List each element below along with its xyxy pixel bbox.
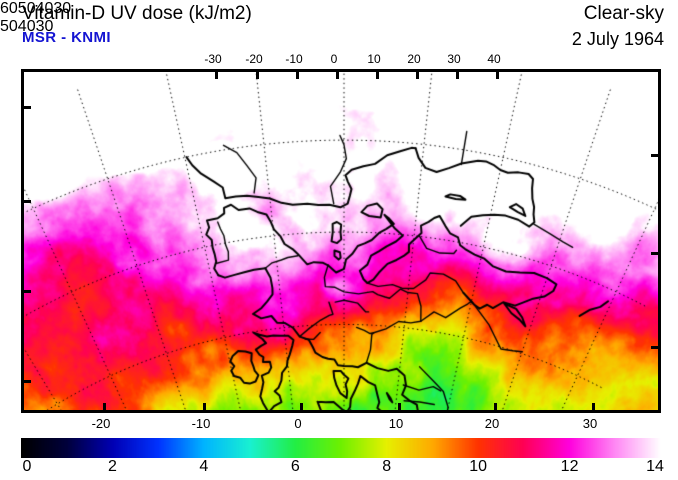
latitude-left-label: 40 bbox=[35, 0, 54, 17]
longitude-top-tick bbox=[496, 72, 499, 79]
longitude-top-tick bbox=[296, 72, 299, 79]
longitude-top-tick bbox=[456, 72, 459, 79]
latitude-right-tick bbox=[651, 346, 658, 349]
latitude-right-label: 30 bbox=[35, 18, 54, 35]
longitude-bottom-label: -20 bbox=[91, 416, 111, 431]
longitude-top-label: 30 bbox=[447, 52, 461, 66]
latitude-left-label: 60 bbox=[0, 0, 18, 17]
colorbar-tick-label: 10 bbox=[469, 458, 488, 475]
coastline-graticule-canvas bbox=[24, 72, 658, 410]
longitude-axis-bottom-labels: -20 -10 0 10 20 30 bbox=[0, 416, 678, 432]
latitude-right-label: 50 bbox=[0, 18, 18, 35]
colorbar-tick-label: 0 bbox=[22, 458, 32, 475]
date-label: 2 July 1964 bbox=[571, 29, 664, 49]
longitude-top-tick bbox=[256, 72, 259, 79]
longitude-top-tick bbox=[376, 72, 379, 79]
longitude-top-tick bbox=[215, 72, 218, 79]
colorbar bbox=[21, 438, 661, 458]
longitude-bottom-label: 0 bbox=[294, 416, 302, 431]
longitude-bottom-tick bbox=[300, 403, 303, 410]
sky-condition-label: Clear-sky bbox=[583, 3, 664, 24]
page-title: Vitamin-D UV dose (kJ/m2) bbox=[22, 3, 252, 24]
colorbar-tick-label: 4 bbox=[199, 458, 209, 475]
colorbar-tick-label: 6 bbox=[290, 458, 300, 475]
longitude-bottom-tick bbox=[103, 403, 106, 410]
data-source-label: MSR - KNMI bbox=[22, 29, 111, 46]
longitude-top-label: 40 bbox=[487, 52, 501, 66]
latitude-left-label: 30 bbox=[53, 0, 72, 17]
longitude-top-label: -20 bbox=[245, 52, 263, 66]
longitude-top-label: -10 bbox=[285, 52, 303, 66]
latitude-left-tick bbox=[24, 380, 31, 383]
latitude-left-tick bbox=[24, 200, 31, 203]
longitude-bottom-label: 30 bbox=[582, 416, 598, 431]
colorbar-canvas bbox=[21, 438, 661, 458]
longitude-bottom-label: -10 bbox=[191, 416, 211, 431]
colorbar-tick-label: 12 bbox=[560, 458, 579, 475]
longitude-axis-top-labels: -30 -20 -10 0 10 20 30 40 bbox=[0, 52, 678, 68]
longitude-bottom-tick bbox=[592, 403, 595, 410]
longitude-bottom-label: 20 bbox=[484, 416, 500, 431]
longitude-bottom-tick bbox=[203, 403, 206, 410]
latitude-right-tick bbox=[651, 154, 658, 157]
latitude-left-label: 50 bbox=[17, 0, 36, 17]
colorbar-tick-label: 8 bbox=[382, 458, 392, 475]
latitude-axis-right-labels: 504030 bbox=[0, 18, 678, 36]
longitude-top-label: 20 bbox=[407, 52, 421, 66]
colorbar-tick-labels: 0 2 4 6 8 10 12 14 bbox=[0, 458, 678, 478]
longitude-bottom-label: 10 bbox=[388, 416, 404, 431]
longitude-top-tick bbox=[416, 72, 419, 79]
longitude-top-label: 10 bbox=[367, 52, 381, 66]
colorbar-tick-label: 14 bbox=[646, 458, 664, 475]
longitude-top-label: -30 bbox=[204, 52, 222, 66]
longitude-bottom-tick bbox=[494, 403, 497, 410]
latitude-right-tick bbox=[651, 252, 658, 255]
longitude-top-tick bbox=[336, 72, 339, 79]
latitude-left-tick bbox=[24, 106, 31, 109]
latitude-right-label: 40 bbox=[17, 18, 36, 35]
map-plot-area bbox=[21, 69, 661, 413]
colorbar-gradient bbox=[21, 438, 661, 458]
map-overlay bbox=[24, 72, 658, 410]
colorbar-tick-label: 2 bbox=[107, 458, 117, 475]
latitude-axis-left-labels: 60504030 bbox=[0, 0, 678, 18]
longitude-top-label: 0 bbox=[330, 52, 338, 66]
longitude-bottom-tick bbox=[398, 403, 401, 410]
latitude-left-tick bbox=[24, 290, 31, 293]
